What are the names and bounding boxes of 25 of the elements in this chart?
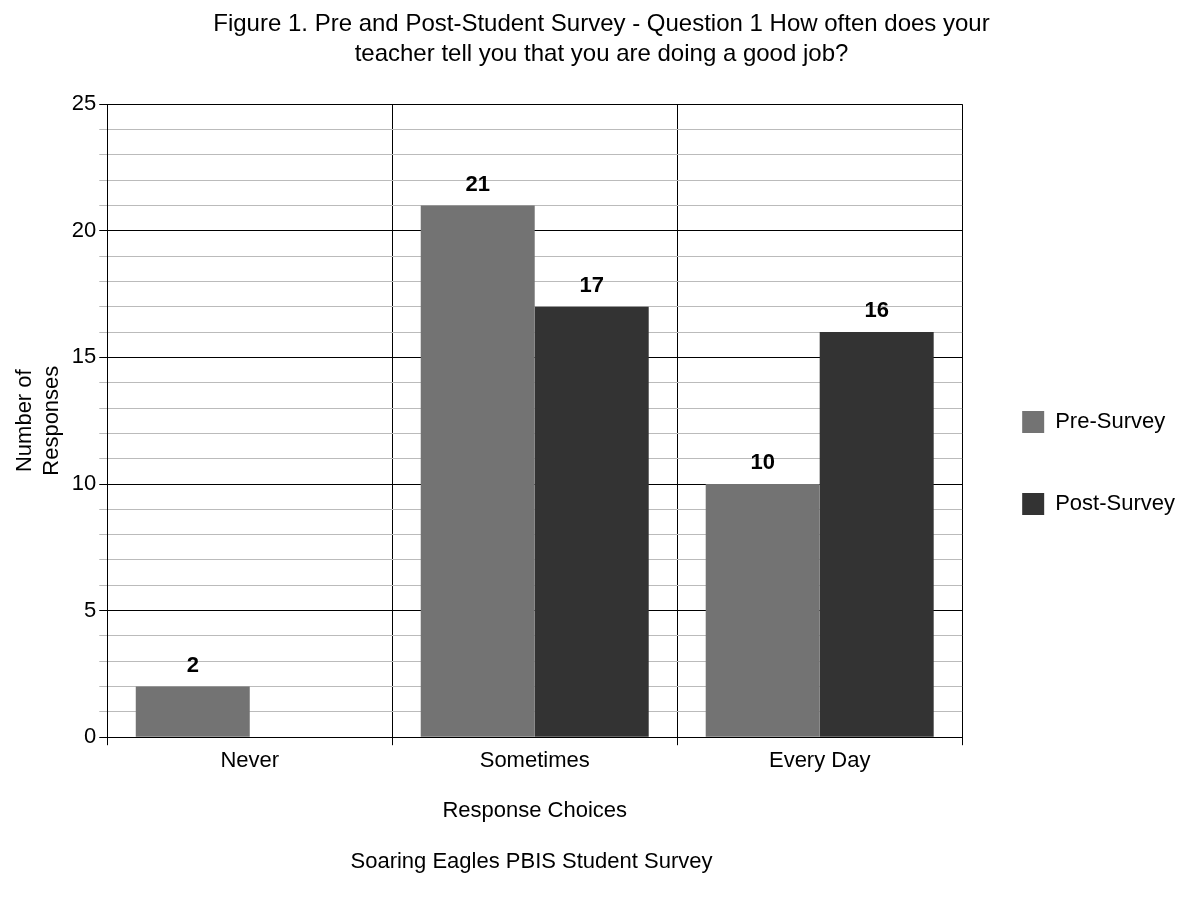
y-tick-label: 0	[84, 723, 97, 749]
bar	[420, 205, 535, 737]
x-axis-title: Response Choices	[442, 796, 628, 822]
bar	[135, 686, 250, 737]
y-tick-label: 20	[71, 216, 97, 242]
bar	[819, 332, 934, 737]
data-label: 10	[750, 449, 775, 475]
bar	[705, 484, 820, 737]
y-tick-label: 25	[71, 90, 97, 116]
x-tick-label: Sometimes	[479, 747, 590, 773]
data-label: 16	[864, 297, 889, 323]
legend-label: Pre-Survey	[1055, 408, 1166, 434]
data-label: 17	[579, 271, 604, 297]
y-tick-label: 5	[84, 596, 97, 622]
bar	[534, 306, 649, 737]
x-tick-label: Every Day	[768, 747, 871, 773]
chart-title: Figure 1. Pre and Post-Student Survey - Question 1 How often does your teacher tell you that you are doing a good job?	[212, 8, 991, 68]
y-tick-label: 15	[71, 343, 97, 369]
legend-label: Post-Survey	[1055, 490, 1176, 516]
text: Soaring Eagles PBIS Student Survey	[349, 848, 714, 874]
x-tick-label: Never	[220, 747, 280, 773]
y-axis-title: Number of Responses	[11, 365, 63, 476]
data-label: 2	[186, 651, 199, 677]
y-tick-label: 10	[71, 470, 97, 496]
data-label: 21	[465, 170, 490, 196]
